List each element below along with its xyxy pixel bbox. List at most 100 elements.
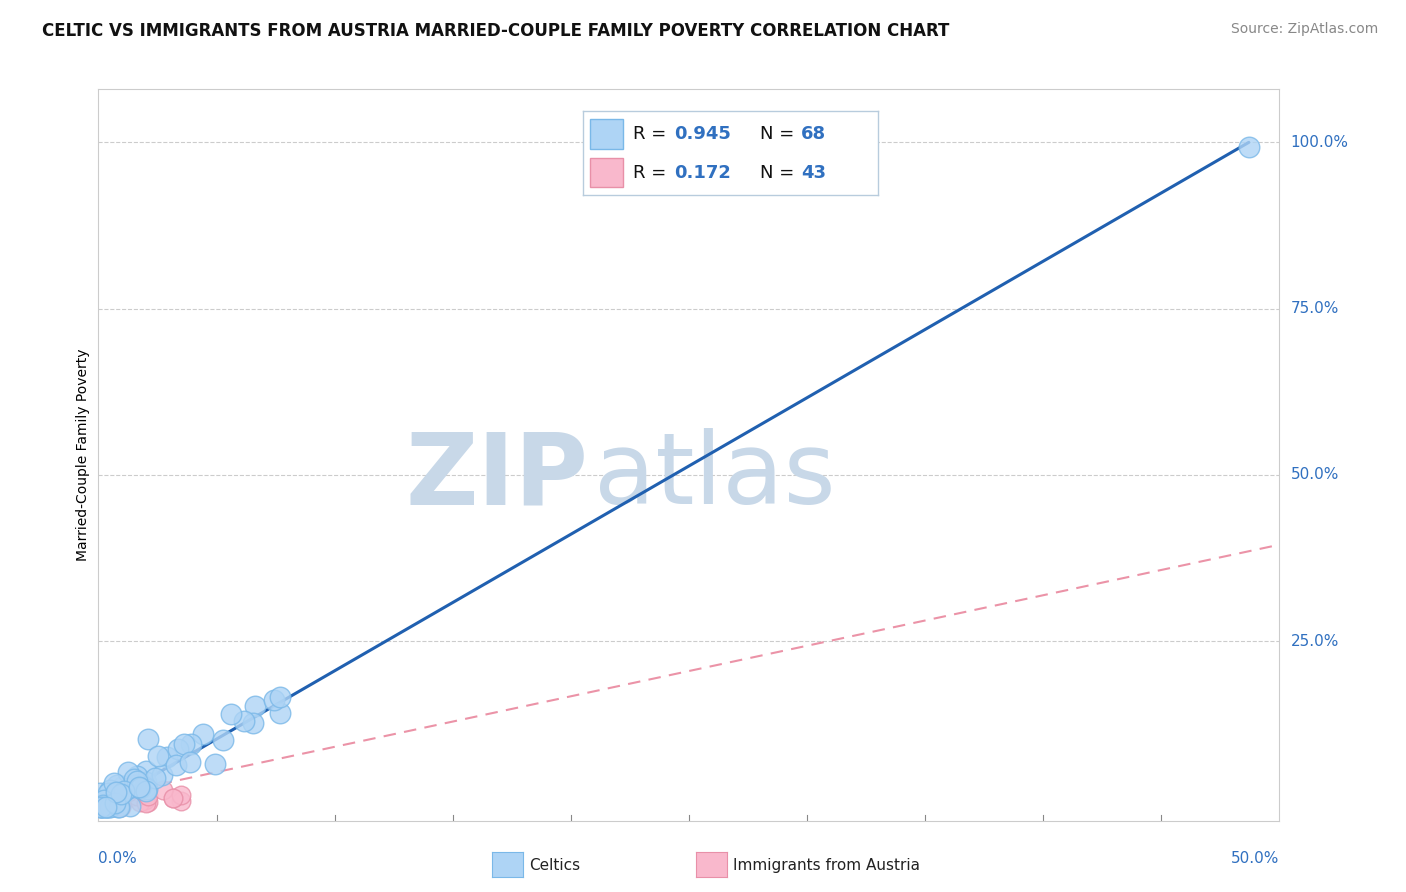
- Point: [87, 800, 110, 814]
- Point: [179, 756, 201, 770]
- Point: [136, 789, 159, 804]
- Point: [91, 800, 114, 814]
- Point: [91, 797, 114, 812]
- Point: [127, 789, 149, 804]
- Point: [97, 800, 120, 814]
- Point: [134, 793, 156, 807]
- Point: [170, 794, 193, 808]
- Point: [125, 779, 148, 793]
- Point: [233, 714, 256, 728]
- Point: [111, 794, 134, 808]
- Point: [107, 794, 129, 808]
- Point: [93, 793, 115, 807]
- Point: [94, 795, 117, 809]
- Point: [143, 771, 166, 785]
- Point: [97, 795, 120, 809]
- Point: [97, 796, 120, 810]
- Point: [97, 786, 120, 800]
- Point: [94, 800, 117, 814]
- Point: [101, 794, 124, 808]
- Text: atlas: atlas: [595, 428, 837, 525]
- Point: [105, 786, 128, 800]
- Point: [111, 788, 134, 802]
- Point: [162, 791, 184, 805]
- Point: [242, 716, 264, 731]
- Point: [89, 800, 111, 814]
- Point: [96, 800, 118, 814]
- Point: [98, 782, 121, 797]
- Point: [104, 796, 127, 810]
- Point: [98, 797, 121, 812]
- Text: ZIP: ZIP: [406, 428, 589, 525]
- Point: [167, 741, 190, 756]
- Point: [156, 750, 179, 764]
- Point: [108, 795, 131, 809]
- Point: [135, 784, 157, 798]
- Text: 25.0%: 25.0%: [1291, 633, 1339, 648]
- Point: [107, 800, 129, 814]
- Point: [89, 800, 111, 814]
- Text: 0.0%: 0.0%: [98, 851, 138, 866]
- Point: [134, 780, 156, 794]
- Y-axis label: Married-Couple Family Poverty: Married-Couple Family Poverty: [76, 349, 90, 561]
- Text: Source: ZipAtlas.com: Source: ZipAtlas.com: [1230, 22, 1378, 37]
- Point: [104, 785, 127, 799]
- Text: 43: 43: [801, 163, 827, 182]
- Point: [219, 707, 242, 722]
- Point: [125, 768, 148, 782]
- Point: [112, 784, 135, 798]
- Point: [135, 797, 157, 811]
- Point: [108, 796, 131, 810]
- Point: [94, 796, 117, 810]
- Point: [118, 790, 141, 805]
- Point: [105, 795, 128, 809]
- Point: [162, 790, 184, 805]
- FancyBboxPatch shape: [591, 120, 623, 149]
- Point: [135, 788, 157, 802]
- Point: [117, 780, 139, 795]
- Text: CELTIC VS IMMIGRANTS FROM AUSTRIA MARRIED-COUPLE FAMILY POVERTY CORRELATION CHAR: CELTIC VS IMMIGRANTS FROM AUSTRIA MARRIE…: [42, 22, 949, 40]
- Point: [89, 786, 111, 800]
- Point: [269, 706, 291, 720]
- Point: [89, 800, 111, 814]
- Point: [135, 764, 157, 778]
- Point: [263, 693, 285, 707]
- Point: [136, 731, 159, 746]
- Point: [90, 800, 112, 814]
- Point: [152, 783, 174, 797]
- Point: [98, 800, 121, 814]
- Point: [96, 797, 118, 812]
- Point: [96, 800, 118, 814]
- Point: [89, 796, 111, 810]
- Point: [93, 800, 115, 814]
- Point: [111, 780, 134, 794]
- Text: Celtics: Celtics: [529, 858, 579, 872]
- Point: [97, 799, 120, 814]
- FancyBboxPatch shape: [591, 158, 623, 187]
- Text: R =: R =: [633, 125, 672, 143]
- Point: [243, 699, 266, 714]
- Point: [204, 757, 226, 772]
- Point: [269, 690, 291, 705]
- Point: [1237, 140, 1260, 154]
- Point: [117, 785, 139, 799]
- Point: [117, 765, 139, 780]
- Point: [110, 797, 132, 812]
- Point: [101, 799, 124, 814]
- Point: [191, 727, 214, 741]
- Point: [90, 794, 112, 808]
- Text: 50.0%: 50.0%: [1232, 851, 1279, 866]
- Point: [96, 800, 118, 814]
- Text: 0.945: 0.945: [675, 125, 731, 143]
- Point: [128, 780, 150, 794]
- Point: [100, 789, 122, 804]
- Point: [136, 781, 159, 796]
- Point: [105, 794, 128, 808]
- Point: [90, 800, 112, 814]
- Point: [212, 732, 235, 747]
- Text: 50.0%: 50.0%: [1291, 467, 1339, 483]
- Point: [90, 800, 112, 814]
- Point: [94, 795, 117, 809]
- Point: [90, 797, 112, 812]
- Point: [122, 772, 145, 786]
